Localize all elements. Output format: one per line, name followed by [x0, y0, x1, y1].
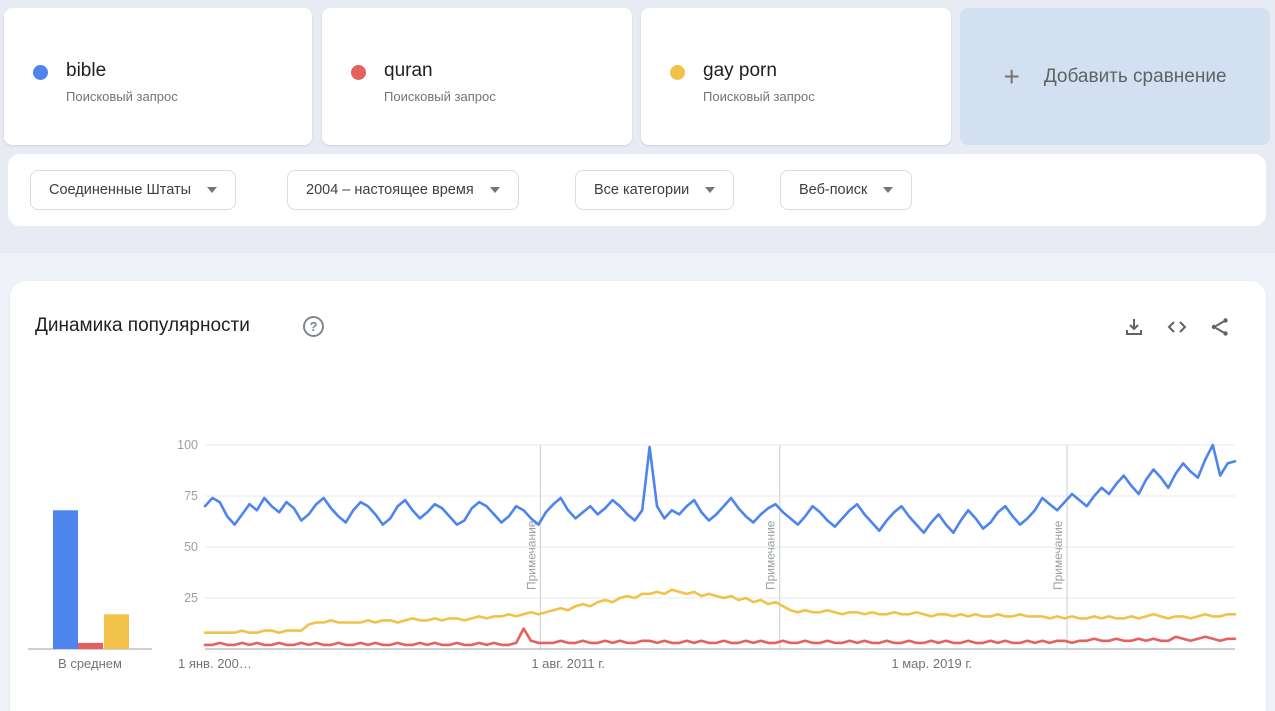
add-comparison-label: Добавить сравнение: [1043, 65, 1227, 87]
y-axis-label: 100: [177, 438, 198, 452]
share-icon[interactable]: [1208, 315, 1232, 339]
dropdown-arrow-icon: [207, 187, 218, 193]
filter-search-type-label: Веб-поиск: [799, 182, 868, 198]
filter-time-dropdown[interactable]: 2004 – настоящее время: [287, 170, 519, 210]
dropdown-arrow-icon: [883, 187, 894, 193]
filter-search-type-dropdown[interactable]: Веб-поиск: [780, 170, 913, 210]
filter-category-dropdown[interactable]: Все категории: [575, 170, 735, 210]
dropdown-arrow-icon: [489, 187, 500, 193]
note-label: Примечание: [1051, 520, 1065, 590]
widget-title: Динамика популярности: [35, 315, 250, 336]
filter-region-dropdown[interactable]: Соединенные Штаты: [30, 170, 237, 210]
term-label: quran: [384, 60, 433, 81]
filter-bar: Соединенные Штаты 2004 – настоящее время…: [8, 154, 1266, 226]
add-comparison-button[interactable]: + Добавить сравнение: [960, 8, 1270, 145]
note-label: Примечание: [764, 520, 778, 590]
x-axis-label: 1 янв. 200…: [178, 656, 252, 671]
term-label: bible: [66, 60, 107, 81]
filter-time-label: 2004 – настоящее время: [306, 182, 474, 198]
term-card-quran[interactable]: quran Поисковый запрос: [322, 8, 632, 145]
term-color-dot: [670, 65, 685, 80]
help-icon[interactable]: ?: [303, 316, 324, 337]
filter-category-label: Все категории: [594, 182, 690, 198]
term-color-dot: [33, 65, 48, 80]
trend-chart[interactable]: 25 50 75 100 Примечание Примечание Примечание В…: [10, 420, 1266, 682]
interest-over-time-widget: Динамика популярности ? 25 50 75 100 Примеча…: [10, 281, 1266, 711]
term-card-gay-porn[interactable]: gay porn Поисковый запрос: [641, 8, 951, 145]
chart-line-gay-porn[interactable]: [203, 588, 1237, 634]
term-color-dot: [351, 65, 366, 80]
term-type: Поисковый запрос: [703, 89, 815, 104]
y-axis-label: 75: [184, 489, 198, 503]
x-axis-label: 1 авг. 2011 г.: [531, 656, 605, 671]
embed-code-icon[interactable]: [1165, 315, 1189, 339]
y-axis-label: 25: [184, 591, 198, 605]
term-label: gay porn: [703, 60, 777, 81]
term-type: Поисковый запрос: [384, 89, 496, 104]
avg-bar-gay-porn[interactable]: [104, 614, 129, 649]
x-axis-label: 1 мар. 2019 г.: [891, 656, 972, 671]
avg-bar-bible[interactable]: [53, 510, 78, 649]
filter-region-label: Соединенные Штаты: [49, 182, 192, 198]
plus-icon: +: [1003, 60, 1020, 92]
avg-bar-quran[interactable]: [78, 642, 103, 649]
download-icon[interactable]: [1122, 315, 1146, 339]
note-label: Примечание: [524, 520, 538, 590]
chart-line-bible[interactable]: [203, 443, 1237, 534]
avg-label: В среднем: [58, 656, 122, 671]
y-axis-label: 50: [184, 540, 198, 554]
dropdown-arrow-icon: [705, 187, 716, 193]
chart-line-quran[interactable]: [203, 627, 1237, 647]
term-type: Поисковый запрос: [66, 89, 178, 104]
term-card-bible[interactable]: bible Поисковый запрос: [4, 8, 312, 145]
